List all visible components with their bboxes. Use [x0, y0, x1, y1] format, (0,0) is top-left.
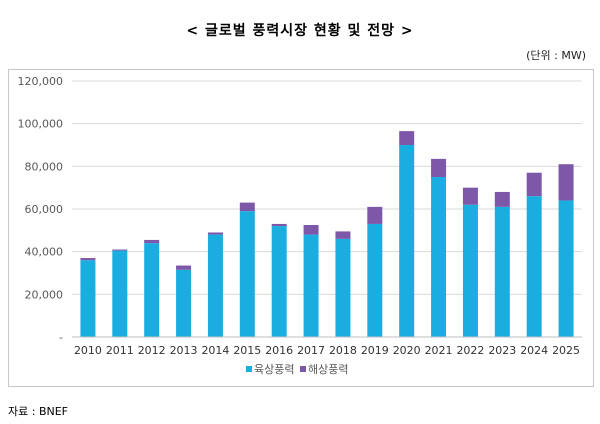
bar-onshore [494, 206, 510, 337]
legend-label: 육상풍력 [254, 363, 294, 376]
y-tick-label: - [59, 331, 63, 344]
source-note: 자료 : BNEF [8, 405, 68, 418]
bars [80, 131, 574, 337]
bar-offshore [303, 225, 319, 235]
x-tick-label: 2010 [74, 344, 102, 357]
bar-offshore [271, 223, 287, 227]
bar-onshore [112, 250, 128, 337]
chart-title: < 글로벌 풍력시장 현황 및 전망 > [186, 23, 414, 39]
y-tick-label: 80,000 [25, 160, 64, 173]
bar-onshore [462, 204, 478, 337]
x-tick-label: 2019 [361, 344, 389, 357]
bar-onshore [303, 234, 319, 337]
bar-onshore [144, 243, 160, 337]
bar-offshore [367, 206, 383, 224]
bar-offshore [239, 202, 255, 212]
x-tick-label: 2015 [233, 344, 261, 357]
bar-onshore [558, 200, 574, 337]
bar-offshore [335, 231, 351, 239]
y-tick-label: 100,000 [18, 118, 64, 131]
bar-offshore [176, 265, 192, 270]
x-tick-label: 2025 [552, 344, 580, 357]
x-tick-label: 2016 [265, 344, 293, 357]
bar-offshore [207, 232, 223, 235]
y-tick-label: 120,000 [18, 75, 64, 88]
legend: 육상풍력 해상풍력 [246, 362, 348, 376]
x-tick-label: 2022 [456, 344, 484, 357]
bar-onshore [399, 145, 415, 337]
bar-offshore [431, 158, 447, 177]
bar-offshore [112, 249, 128, 251]
bar-onshore [207, 234, 223, 337]
x-tick-label: 2017 [297, 344, 325, 357]
bar-offshore [462, 187, 478, 205]
chart-frame [8, 69, 594, 387]
bar-onshore [176, 269, 192, 337]
y-axis-ticks: - 20,000 40,000 60,000 80,000 100,000 120,000 [18, 75, 64, 344]
legend-label: 해상풍력 [308, 362, 348, 376]
bar-onshore [80, 260, 96, 337]
bar-onshore [239, 211, 255, 337]
y-tick-label: 40,000 [25, 246, 64, 259]
legend-swatch [300, 366, 306, 372]
bar-onshore [367, 223, 383, 337]
y-tick-label: 20,000 [25, 288, 64, 301]
x-tick-label: 2014 [201, 344, 229, 357]
bar-onshore [431, 177, 447, 337]
bar-offshore [144, 239, 160, 244]
bar-onshore [526, 196, 542, 337]
legend-swatch [246, 366, 252, 372]
bar-offshore [526, 172, 542, 197]
bar-offshore [399, 131, 415, 145]
x-tick-label: 2023 [488, 344, 516, 357]
x-tick-label: 2011 [106, 344, 134, 357]
y-tick-label: 60,000 [25, 203, 64, 216]
bar-offshore [558, 164, 574, 201]
bar-offshore [494, 191, 510, 207]
bar-onshore [335, 238, 351, 337]
unit-label: (단위 : MW) [526, 49, 586, 62]
bar-offshore [80, 258, 96, 261]
x-tick-label: 2024 [520, 344, 548, 357]
x-tick-label: 2012 [138, 344, 166, 357]
bar-onshore [271, 226, 287, 337]
x-tick-label: 2020 [393, 344, 421, 357]
x-tick-label: 2013 [170, 344, 198, 357]
x-axis-ticks: 2010 2011 2012 2013 2014 2015 2016 2017 2018 2019… [74, 344, 580, 357]
x-tick-label: 2021 [425, 344, 453, 357]
x-tick-label: 2018 [329, 344, 357, 357]
